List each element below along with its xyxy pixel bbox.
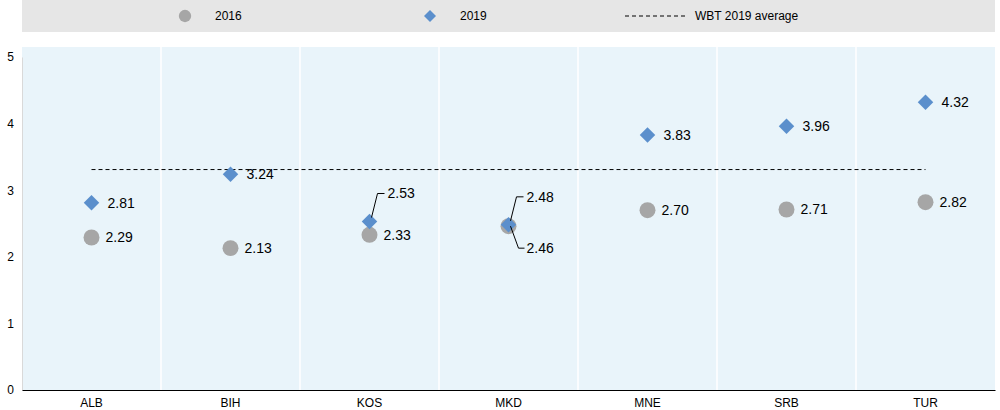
y-axis: 0 1 2 3 4 5 — [7, 50, 22, 397]
x-tick-label: MKD — [495, 396, 522, 410]
x-tick: BIH — [220, 390, 240, 410]
label-leader — [372, 194, 385, 218]
legend-label: WBT 2019 average — [695, 9, 798, 23]
category-separator — [855, 47, 857, 390]
x-tick: SRB — [774, 390, 799, 410]
diamond-marker — [84, 195, 99, 210]
data-label: 2.82 — [940, 194, 967, 210]
y-tick-label: 5 — [7, 50, 14, 64]
category-separator — [160, 47, 162, 390]
data-label: 3.24 — [247, 166, 274, 182]
marks — [84, 95, 934, 257]
y-tick-label: 4 — [7, 117, 14, 131]
x-axis-line — [23, 390, 996, 391]
x-tick-label: ALB — [80, 396, 103, 410]
x-tick: TUR — [913, 390, 938, 410]
data-label: 2.81 — [108, 195, 135, 211]
legend-label: 2019 — [460, 9, 487, 23]
y-tick: 5 — [7, 50, 22, 64]
x-tick-label: BIH — [220, 396, 240, 410]
data-label: 4.32 — [942, 94, 969, 110]
category-separator — [716, 47, 718, 390]
x-tick-label: MNE — [634, 396, 661, 410]
data-label: 2.53 — [388, 185, 415, 201]
data-label: 2.46 — [527, 240, 554, 256]
legend-label: 2016 — [215, 9, 242, 23]
legend: 2016 2019 WBT 2019 average — [22, 0, 995, 32]
x-tick-label: TUR — [913, 396, 938, 410]
y-tick-label: 0 — [7, 383, 14, 397]
y-axis-line — [22, 58, 23, 391]
data-label: 2.13 — [245, 240, 272, 256]
data-label: 2.29 — [106, 229, 133, 245]
x-tick: ALB — [80, 390, 103, 410]
diamond-marker — [918, 95, 933, 110]
diamond-marker — [640, 127, 655, 142]
legend-swatch — [625, 16, 685, 17]
category-separators — [161, 47, 856, 390]
label-leader — [511, 226, 525, 248]
x-tick-label: KOS — [357, 396, 382, 410]
y-tick: 4 — [7, 117, 22, 131]
data-label: 2.71 — [801, 201, 828, 217]
x-tick: KOS — [357, 390, 382, 410]
category-separator — [299, 47, 301, 390]
y-tick: 3 — [7, 184, 22, 198]
y-tick: 1 — [7, 317, 22, 331]
x-tick: MNE — [634, 390, 661, 410]
category-separator — [438, 47, 440, 390]
x-tick-label: SRB — [774, 396, 799, 410]
y-tick: 2 — [7, 250, 22, 264]
average-line — [92, 169, 926, 170]
legend-swatch — [179, 10, 191, 22]
diamond-marker — [223, 166, 238, 181]
x-axis: ALB BIH KOS MKD MNE SRB TUR — [23, 390, 996, 410]
data-label: 3.96 — [803, 118, 830, 134]
diamond-marker — [362, 214, 377, 229]
chart: 0 1 2 3 4 5 ALB BIH KOS MKD MNE SRB TUR 2.29 2.81 2.13 3… — [0, 0, 1000, 410]
legend-background — [22, 0, 995, 32]
data-label: 2.70 — [662, 202, 689, 218]
category-separator — [577, 47, 579, 390]
circle-marker — [918, 194, 934, 210]
y-tick-label: 3 — [7, 184, 14, 198]
data-label: 2.48 — [527, 189, 554, 205]
label-leader — [511, 197, 524, 221]
y-tick-label: 1 — [7, 317, 14, 331]
circle-marker — [779, 202, 795, 218]
legend-swatch — [424, 10, 436, 22]
y-tick-label: 2 — [7, 250, 14, 264]
circle-marker — [223, 240, 239, 256]
circle-marker — [640, 202, 656, 218]
data-label: 2.33 — [384, 227, 411, 243]
x-tick: MKD — [495, 390, 522, 410]
y-tick: 0 — [7, 383, 22, 397]
data-labels: 2.29 2.81 2.13 3.24 2.33 2.53 2.46 2.48 2.70 3.83… — [106, 94, 969, 256]
diamond-marker — [501, 217, 516, 232]
data-label: 3.83 — [664, 127, 691, 143]
diamond-marker — [779, 119, 794, 134]
circle-marker — [84, 230, 100, 246]
plot-background — [22, 47, 995, 390]
